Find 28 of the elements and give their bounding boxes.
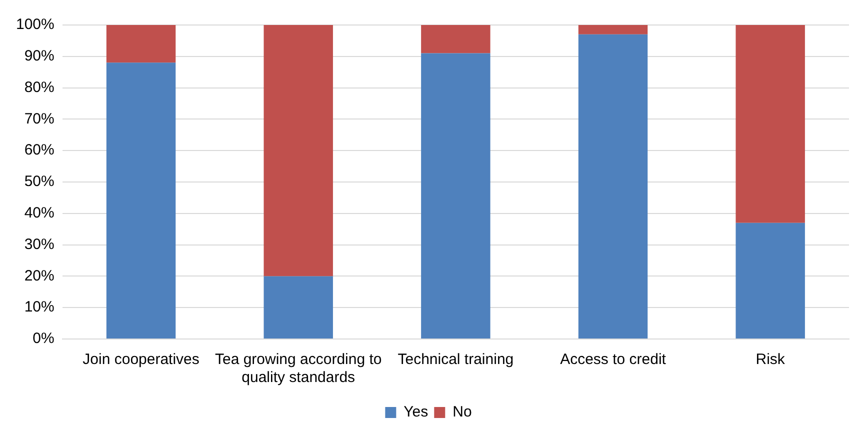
y-tick-label: 10% <box>24 298 54 316</box>
y-tick-label: 40% <box>24 204 54 222</box>
x-tick-label: Access to credit <box>560 351 667 368</box>
x-tick-label: Risk <box>756 351 786 368</box>
bar <box>736 25 805 223</box>
y-tick-label: 70% <box>24 110 54 128</box>
bar <box>264 276 333 338</box>
y-tick-label: 20% <box>24 267 54 284</box>
legend-label: No <box>452 404 472 421</box>
legend-label: Yes <box>404 404 428 421</box>
y-tick-label: 90% <box>24 48 54 65</box>
bar <box>106 25 176 63</box>
x-tick-label: Join cooperatives <box>82 351 200 368</box>
bar <box>578 34 648 338</box>
bar <box>421 53 490 338</box>
bar <box>421 25 490 54</box>
bar <box>106 62 176 338</box>
x-tick-label: Technical training <box>398 351 514 368</box>
y-tick-label: 60% <box>24 142 54 159</box>
y-tick-label: 80% <box>24 78 54 96</box>
y-tick-label: 100% <box>16 16 54 34</box>
y-tick-label: 0% <box>32 330 54 348</box>
bar <box>736 222 805 338</box>
x-tick-label: Tea growing according to quality standards <box>214 351 382 386</box>
bar <box>578 25 648 34</box>
y-tick-label: 30% <box>24 236 54 253</box>
bar <box>264 25 333 276</box>
y-tick-label: 50% <box>24 173 54 190</box>
